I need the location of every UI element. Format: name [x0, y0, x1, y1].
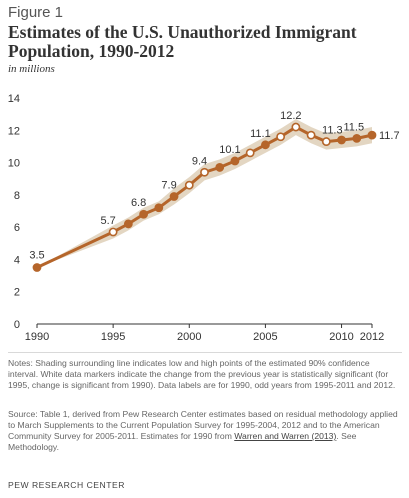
data-point-2000 — [184, 180, 194, 190]
data-label-1990: 3.5 — [29, 250, 44, 262]
data-point-2002 — [215, 163, 225, 172]
x-tick-label-2012: 2012 — [360, 331, 384, 343]
data-point-2012 — [367, 130, 377, 140]
data-point-1997 — [139, 209, 148, 219]
data-point-2008 — [306, 130, 316, 140]
data-point-2011 — [352, 133, 362, 143]
line-chart: 0 2 4 6 8 10 12 14 1990 1995 2000 2005 2010 2012 3.5… — [8, 93, 400, 343]
y-tick-label-12: 12 — [8, 125, 20, 137]
source-suffix: . See Methodology. — [8, 431, 357, 452]
confidence-band — [37, 118, 372, 268]
y-tick-label-10: 10 — [8, 158, 20, 170]
source-link[interactable]: Warren and Warren (2013) — [234, 431, 337, 441]
y-tick-label-4: 4 — [14, 254, 20, 266]
x-tick-label-2000: 2000 — [177, 331, 201, 343]
confidence-band-area — [37, 118, 372, 268]
data-label-2003: 10.1 — [219, 144, 240, 156]
y-tick-label-14: 14 — [8, 93, 20, 105]
data-label-1995: 5.7 — [100, 215, 115, 227]
data-point-2010 — [337, 135, 346, 145]
data-label-2007: 12.2 — [280, 110, 301, 122]
data-point-1996 — [123, 219, 133, 229]
data-point-2004 — [245, 148, 255, 158]
data-label-2012: 11.7 — [379, 130, 400, 142]
data-label-2009: 11.3 — [322, 125, 343, 137]
data-label-2011: 11.5 — [343, 121, 364, 133]
x-axis: 1990 1995 2000 2005 2010 2012 — [25, 323, 384, 343]
y-tick-label-6: 6 — [14, 222, 20, 234]
data-point-2001 — [200, 167, 209, 177]
data-point-2005 — [261, 140, 270, 150]
y-axis-ticks: 0 2 4 6 8 10 12 14 — [8, 93, 20, 331]
data-point-1998 — [154, 203, 164, 213]
x-tick-label-1990: 1990 — [25, 331, 49, 343]
chart-source: Source: Table 1, derived from Pew Resear… — [8, 409, 402, 453]
chart-title: Estimates of the U.S. Unauthorized Immig… — [8, 22, 357, 61]
data-label-1997: 6.8 — [131, 197, 146, 209]
data-point-2003 — [230, 156, 240, 166]
data-point-1990 — [32, 263, 42, 272]
source-text: Source: Table 1, derived from Pew Resear… — [8, 409, 398, 441]
data-label-1999: 7.9 — [161, 179, 176, 191]
y-tick-label-8: 8 — [14, 190, 20, 202]
figure-label: Figure 1 — [8, 4, 64, 21]
data-point-2006 — [276, 132, 286, 142]
chart-notes: Notes: Shading surrounding line indicate… — [8, 358, 396, 390]
y-tick-label-0: 0 — [14, 319, 20, 331]
x-tick-label-2010: 2010 — [329, 331, 353, 343]
data-label-2001: 9.4 — [192, 155, 207, 167]
data-point-1995 — [108, 227, 118, 237]
y-tick-label-2: 2 — [14, 287, 20, 299]
data-point-1999 — [169, 192, 179, 201]
brand-credit: PEW RESEARCH CENTER — [8, 480, 125, 490]
x-tick-label-1995: 1995 — [101, 331, 125, 343]
data-label-2005: 11.1 — [250, 128, 271, 140]
chart-subtitle: in millions — [8, 63, 55, 75]
data-point-2007 — [291, 122, 301, 132]
data-labels: 3.5 5.7 6.8 7.9 9.4 10.1 11.1 12.2 11.3 11.5 11.7 — [29, 110, 399, 261]
data-markers — [32, 122, 377, 272]
separator-top — [8, 352, 402, 353]
x-tick-label-2005: 2005 — [253, 331, 277, 343]
data-point-2009 — [321, 137, 331, 146]
